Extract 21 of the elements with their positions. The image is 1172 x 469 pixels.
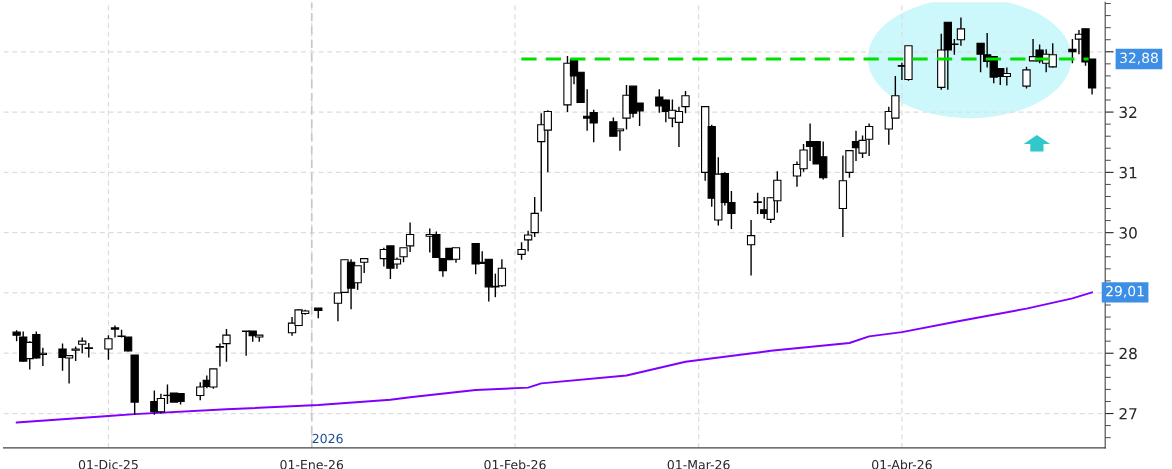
candlestick <box>1022 66 1031 90</box>
ref-line-label: 32,88 <box>1120 52 1158 65</box>
x-tick-label: 01-Abr-26 <box>872 459 932 469</box>
candlestick <box>104 334 113 361</box>
annotation: 29,01 <box>1106 285 1144 298</box>
y-tick-label: 32 <box>1119 106 1137 119</box>
candlestick <box>215 342 225 368</box>
x-tick-label: 01-Feb-26 <box>484 459 546 469</box>
x-tick-label: 01-Ene-26 <box>280 459 344 469</box>
line-series <box>15 291 1094 424</box>
y-tick-label: 27 <box>1119 407 1137 420</box>
candlestick <box>222 328 231 363</box>
y-tick-label: 28 <box>1119 347 1137 360</box>
candlestick <box>681 90 690 114</box>
ref-line-label: 2026 <box>312 433 343 444</box>
candlestick <box>746 219 756 277</box>
candlestick <box>753 192 762 215</box>
x-tick-label: 01-Mar-26 <box>667 459 730 469</box>
y-tick-label: 30 <box>1119 227 1137 239</box>
x-tick-label: 01-Dic-25 <box>78 459 138 469</box>
y-tick-label: 31 <box>1119 166 1137 179</box>
